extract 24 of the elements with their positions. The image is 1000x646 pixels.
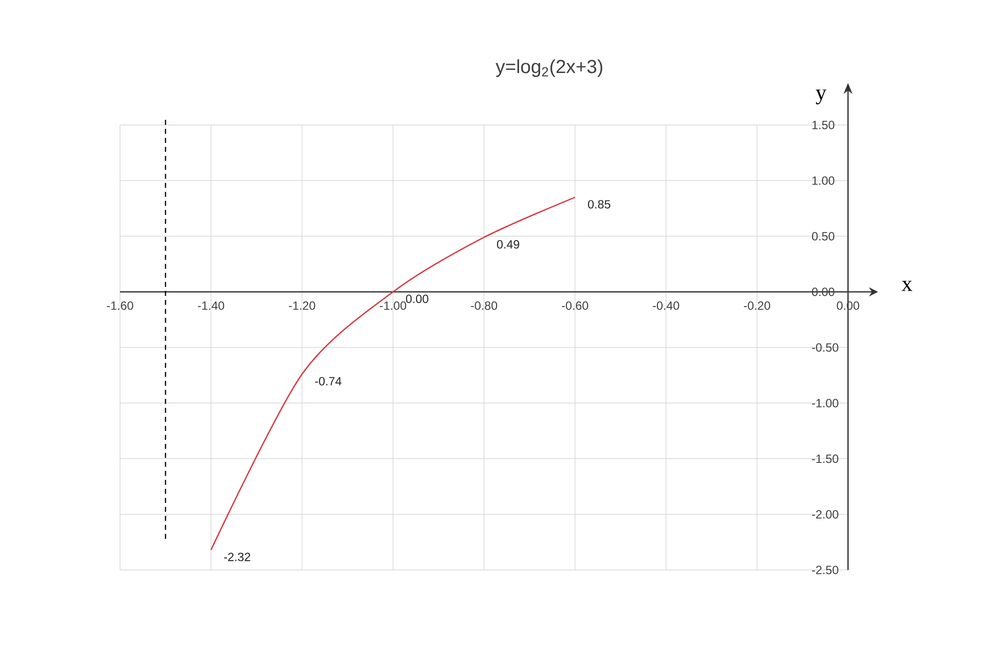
x-tick-label: -0.40 (652, 301, 680, 310)
y-tick-label: -1.00 (812, 398, 838, 408)
x-tick-label: -0.60 (562, 301, 588, 310)
x-tick-label: -1.40 (198, 301, 224, 310)
y-tick-label: 0.50 (812, 232, 834, 240)
y-tick-label: 1.50 (812, 120, 834, 130)
data-label: -2.32 (224, 552, 250, 562)
x-tick-label: -1.60 (106, 301, 134, 310)
data-label: -0.74 (315, 376, 342, 386)
data-label: 0.49 (497, 240, 520, 249)
y-tick-label: -1.50 (812, 454, 838, 463)
y-tick-label: 1.00 (812, 176, 834, 185)
data-label: 0.85 (588, 200, 610, 209)
x-tick-label: -1.20 (288, 301, 316, 310)
x-axis-title: x (902, 280, 912, 291)
x-tick-label: -0.20 (744, 301, 770, 310)
x-tick-label: -1.00 (380, 301, 406, 310)
y-tick-label: -0.50 (812, 343, 838, 352)
x-tick-label: -0.80 (470, 301, 498, 310)
chart-title: y=log$_{2}$(2x+3) (496, 59, 602, 77)
y-axis-title: y (816, 90, 826, 104)
y-tick-label: -2.00 (812, 510, 838, 519)
data-label: 0.00 (406, 294, 428, 304)
y-tick-label: -2.50 (812, 566, 838, 574)
